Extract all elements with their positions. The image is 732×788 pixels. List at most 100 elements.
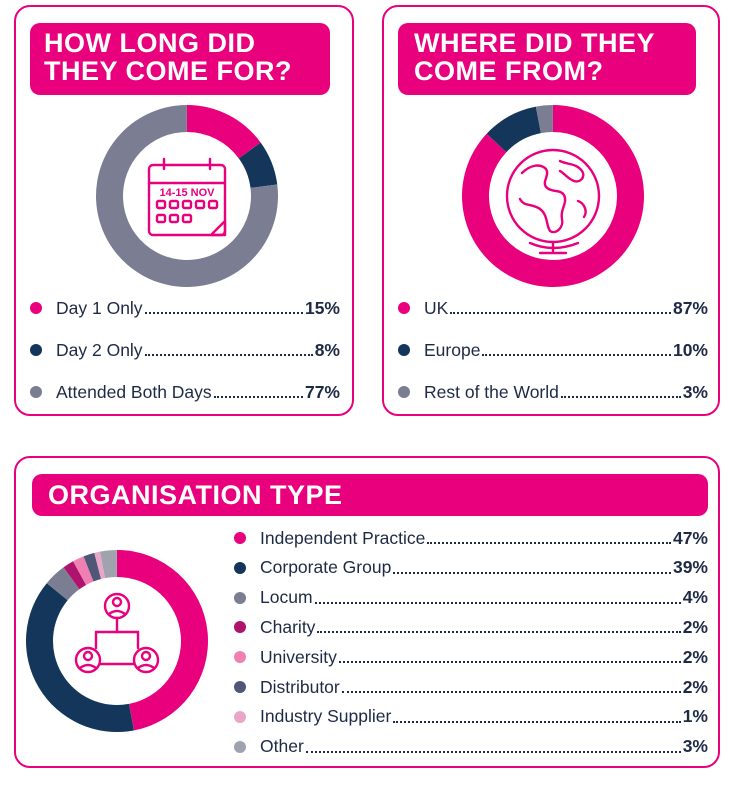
legend-leader [482,354,671,356]
legend-label: Locum [260,587,313,608]
legend-leader [317,631,681,634]
origin-title: WHERE DID THEY COME FROM? [398,23,696,95]
legend-leader [341,691,681,693]
legend-leader [305,750,681,753]
legend-row: University 2% [234,645,708,669]
donut-slice-day-1-only [187,105,261,159]
donut-slice-charity [63,561,87,590]
legend-row: UK 87% [398,296,708,320]
legend-value: 2% [682,676,708,697]
donut-slice-attended-both-days [95,105,278,287]
donut-slice-other [99,550,117,579]
people-network-icon [74,592,160,674]
duration-title: HOW LONG DID THEY COME FOR? [30,23,330,95]
legend-dot [398,302,410,314]
legend-label: Other [260,736,304,757]
legend-dot [234,532,246,544]
duration-legend: Day 1 Only 15% Day 2 Only 8% Attended Both D… [30,296,340,406]
legend-row: Other 3% [234,735,708,759]
legend-row: Europe 10% [398,338,708,362]
origin-legend: UK 87% Europe 10% Rest of the World 3% [398,296,708,406]
legend-label: University [260,646,337,667]
organisation-card: ORGANISATION TYPE Independent Practice 47… [14,456,720,768]
legend-value: 2% [682,646,708,667]
legend-value: 3% [682,381,708,402]
legend-row: Independent Practice 47% [234,526,708,550]
legend-label: Day 2 Only [56,339,143,360]
globe-icon [505,148,601,255]
legend-leader [393,571,671,574]
legend-leader [560,396,681,398]
legend-leader [338,661,681,664]
origin-title-line-2: COME FROM? [414,56,604,86]
legend-label: Distributor [260,676,340,697]
legend-value: 87% [672,297,708,318]
donut-slice-corporate-group [26,583,135,732]
legend-dot [234,591,246,604]
legend-label: UK [424,297,449,318]
legend-leader [144,312,303,314]
legend-label: Corporate Group [260,557,392,578]
duration-donut: 14-15 NOV [95,105,278,287]
duration-title-line-1: HOW LONG DID [44,28,256,58]
calendar-date-text: 14-15 NOV [159,187,215,199]
legend-row: Attended Both Days 77% [30,380,340,404]
legend-dot [234,561,246,574]
legend-value: 15% [304,297,340,318]
legend-label: Charity [260,616,316,637]
legend-value: 10% [672,339,708,360]
organisation-donut [26,550,208,732]
legend-label: Rest of the World [424,381,559,402]
legend-value: 4% [682,587,708,608]
legend-value: 2% [682,616,708,637]
donut-slice-distributor [83,552,102,582]
legend-leader [213,396,303,398]
legend-leader [450,312,671,314]
donut-slice-rest-of-the-world [535,105,553,134]
legend-row: Locum 4% [234,586,708,610]
donut-slice-industry-supplier [94,551,105,580]
origin-title-line-1: WHERE DID THEY [414,28,656,58]
origin-donut [462,105,644,287]
legend-label: Attended Both Days [56,381,212,402]
duration-title-line-2: THEY COME FOR? [44,56,293,86]
legend-dot [30,302,42,314]
donut-slice-independent-practice [117,550,208,731]
legend-value: 77% [304,381,340,402]
origin-card: WHERE DID THEY COME FROM? UK 87% Europe 10%… [382,5,720,416]
legend-leader [144,354,313,356]
legend-label: Industry Supplier [260,706,392,727]
legend-row: Charity 2% [234,615,708,639]
legend-label: Independent Practice [260,527,426,548]
legend-leader [427,542,671,544]
legend-label: Europe [424,339,481,360]
legend-dot [398,344,410,356]
legend-value: 8% [314,339,340,360]
donut-slice-university [73,556,94,585]
legend-dot [234,740,246,753]
legend-row: Distributor 2% [234,675,708,699]
donut-slice-locum [46,567,80,601]
legend-row: Day 1 Only 15% [30,296,340,320]
legend-value: 39% [672,557,708,578]
legend-label: Day 1 Only [56,297,143,318]
donut-slice-europe [486,106,541,153]
legend-dot [30,344,42,356]
legend-dot [234,681,246,693]
legend-row: Corporate Group 39% [234,556,708,580]
legend-value: 1% [682,706,708,727]
donut-slice-day-2-only [238,142,278,188]
donut-slice-uk [462,105,644,287]
legend-dot [234,710,246,723]
legend-row: Rest of the World 3% [398,380,708,404]
legend-row: Industry Supplier 1% [234,705,708,729]
legend-row: Day 2 Only 8% [30,338,340,362]
duration-card: HOW LONG DID THEY COME FOR? 14-15 NOV Da… [14,5,354,416]
legend-value: 47% [672,527,708,548]
organisation-title-line-1: ORGANISATION TYPE [48,480,343,510]
legend-value: 3% [682,736,708,757]
legend-dot [234,651,246,664]
calendar-icon [147,157,227,237]
legend-dot [398,386,410,398]
organisation-legend: Independent Practice 47% Corporate Group 39… [234,526,708,758]
